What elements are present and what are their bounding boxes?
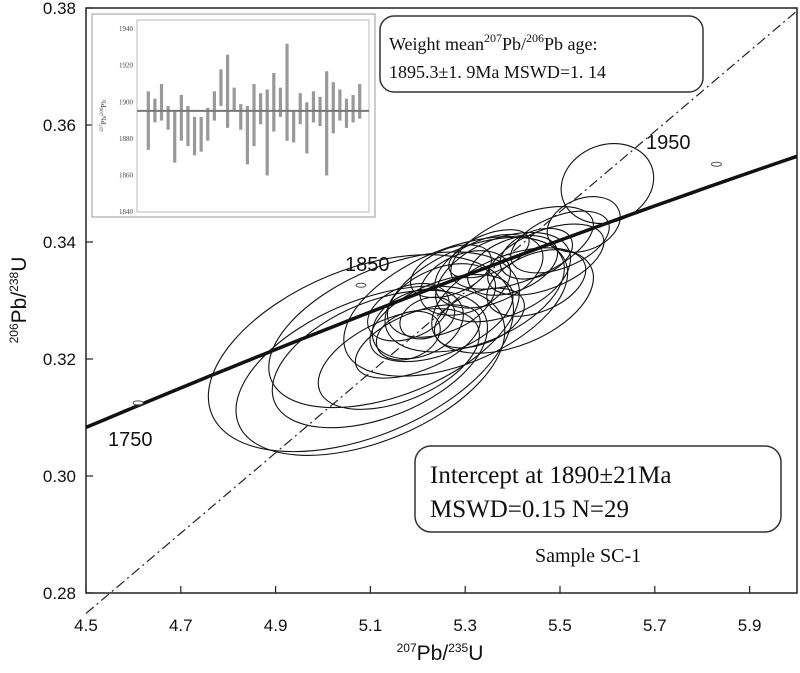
inset-bar	[179, 94, 183, 141]
error-ellipse	[431, 247, 594, 354]
x-tick-label: 5.5	[548, 616, 572, 635]
error-ellipse	[369, 273, 514, 363]
inset-bar	[298, 93, 302, 125]
age-mark	[710, 161, 722, 167]
error-ellipse	[546, 196, 621, 253]
inset-bar	[344, 98, 349, 128]
inset-bar	[265, 89, 269, 176]
y-tick-label: 0.30	[43, 467, 76, 486]
plot-frame	[85, 7, 798, 594]
inset-bar	[305, 102, 309, 154]
error-ellipse	[433, 287, 525, 349]
inset-bar	[292, 111, 296, 143]
y-tick-label: 0.36	[43, 116, 76, 135]
inset-tick-label: 1940	[119, 25, 134, 33]
error-ellipses	[207, 142, 655, 456]
intercept-line2: MSWD=0.15 N=29	[430, 496, 629, 523]
error-ellipse	[410, 244, 492, 299]
concordia-age-marks	[132, 161, 722, 406]
sample-label: Sample SC-1	[535, 545, 641, 567]
y-tick-label: 0.38	[43, 0, 76, 18]
reference-line	[85, 10, 798, 614]
error-ellipse	[207, 254, 515, 453]
y-tick-label: 0.32	[43, 350, 76, 369]
inset-frame	[136, 19, 370, 213]
inset-bar	[338, 89, 342, 121]
weight-mean-line2: 1895.3±1. 9Ma MSWD=1. 14	[389, 62, 606, 82]
inset-bar	[239, 104, 243, 130]
inset-tick-label: 1840	[119, 208, 134, 216]
weight-mean-line1: Weight mean207Pb/206Pb age:	[389, 31, 598, 54]
x-axis-label: 207Pb/235U	[397, 641, 484, 665]
intercept-line1: Intercept at 1890±21Ma	[430, 462, 671, 489]
inset-tick-label: 1900	[119, 98, 134, 106]
error-ellipse	[268, 251, 520, 409]
x-tick-label: 5.1	[359, 616, 383, 635]
y-axis: 0.28 0.30 0.32 0.34 0.36 0.38	[43, 0, 93, 603]
x-tick-label: 4.9	[264, 616, 288, 635]
inset-bar	[285, 43, 289, 141]
inset-bar	[192, 116, 197, 156]
x-tick-label: 4.5	[74, 616, 98, 635]
error-ellipse	[486, 249, 587, 317]
inset-y-label: 207Pb/206Pb	[100, 100, 108, 132]
inset-bar	[325, 71, 329, 176]
error-ellipse	[235, 285, 506, 456]
weight-mean-box	[379, 15, 704, 93]
inset-bar	[146, 91, 150, 150]
inset-bar	[166, 105, 170, 130]
age-label-1850: 1850	[345, 254, 390, 276]
y-tick-label: 0.28	[43, 584, 76, 603]
age-mark	[355, 282, 367, 288]
age-label-1950: 1950	[646, 132, 691, 154]
inset-bar	[252, 84, 256, 147]
intercept-box	[414, 445, 782, 533]
inset-tick-label: 1860	[119, 171, 134, 179]
error-ellipse	[450, 205, 594, 290]
inset-bar	[212, 91, 216, 121]
error-ellipse	[354, 304, 481, 379]
x-tick-label: 5.9	[738, 616, 762, 635]
inset-bar	[159, 84, 164, 121]
inset-bar	[173, 111, 177, 163]
inset-bar	[259, 93, 263, 125]
inset-bar	[245, 105, 249, 165]
inset-y-axis: 1940 1920 1900 1880 1860 1840	[119, 25, 134, 216]
inset-bar	[206, 107, 210, 141]
x-tick-label: 4.7	[169, 616, 193, 635]
inset-bar	[272, 73, 276, 132]
inset-bar	[311, 91, 316, 123]
inset-tick-label: 1880	[119, 135, 134, 143]
age-label-1750: 1750	[108, 429, 153, 451]
inset-bar	[199, 116, 203, 152]
inset-tick-label: 1920	[119, 62, 134, 70]
error-ellipse	[271, 289, 489, 429]
error-ellipse	[317, 308, 480, 410]
error-ellipse	[448, 229, 530, 279]
y-axis-label: 206Pb/238U	[7, 257, 31, 344]
concordia-curve	[85, 154, 798, 430]
inset-bar	[219, 69, 223, 106]
inset-bars	[146, 43, 362, 176]
inset-bar	[186, 105, 190, 147]
x-axis: 4.5 4.7 4.9 5.1 5.3 5.5 5.7 5.9	[74, 586, 761, 635]
y-tick-label: 0.34	[43, 233, 76, 252]
inset-bar	[232, 87, 236, 112]
inset-bar	[278, 87, 283, 117]
inset-bar	[225, 54, 230, 128]
age-mark	[132, 400, 144, 406]
inset-bar	[351, 94, 355, 123]
inset-bar	[358, 84, 362, 119]
x-tick-label: 5.3	[453, 616, 477, 635]
inset-bar	[331, 82, 335, 134]
error-ellipse	[384, 236, 565, 353]
x-tick-label: 5.7	[643, 616, 667, 635]
